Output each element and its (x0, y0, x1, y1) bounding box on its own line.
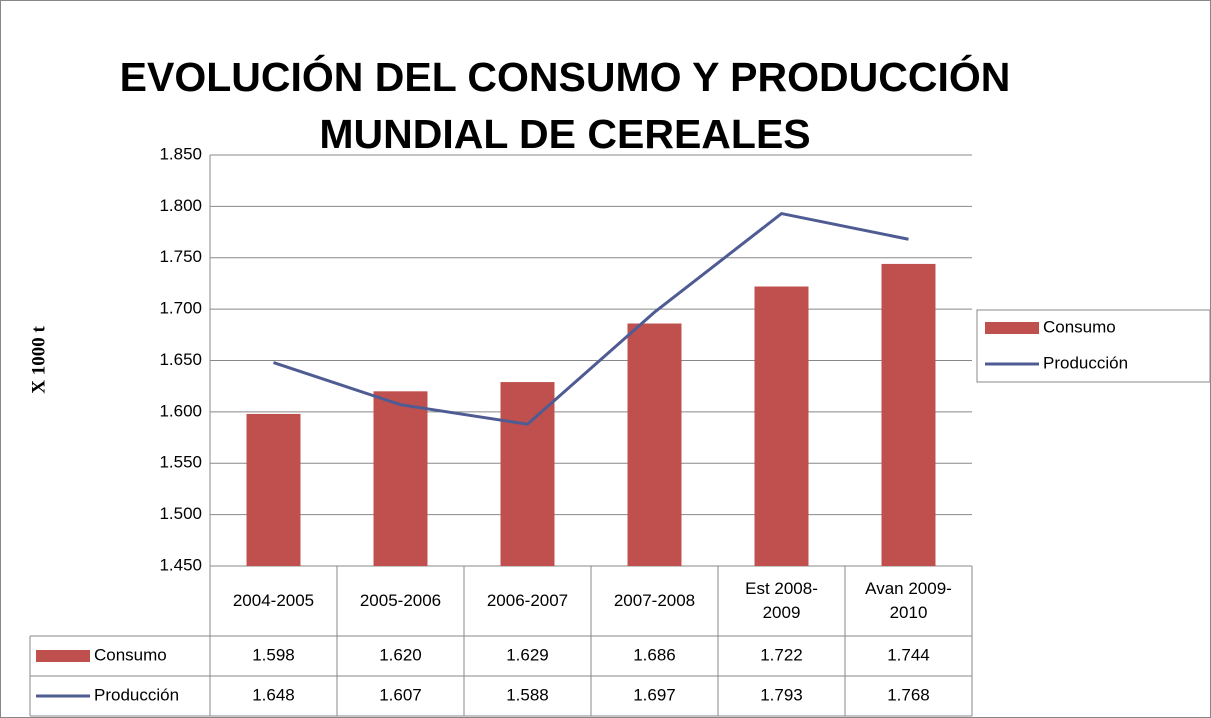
table-value: 1.697 (633, 685, 676, 704)
table-value: 1.793 (760, 685, 803, 704)
table-value: 1.607 (379, 685, 422, 704)
bar (373, 391, 428, 566)
bar (881, 263, 936, 566)
table-row-label: Producción (94, 685, 179, 704)
legend-label: Consumo (1043, 317, 1116, 336)
y-tick-label: 1.600 (159, 401, 202, 420)
table-value: 1.620 (379, 645, 422, 664)
y-tick-label: 1.850 (159, 144, 202, 163)
x-tick-label: 2006-2007 (486, 591, 569, 610)
legend-key (36, 650, 90, 662)
table-value: 1.722 (760, 645, 803, 664)
y-tick-label: 1.650 (159, 350, 202, 369)
bar (754, 286, 809, 566)
legend-label: Producción (1043, 353, 1128, 372)
chart-title: MUNDIAL DE CEREALES (319, 111, 810, 157)
table-value: 1.744 (887, 645, 930, 664)
table-value: 1.686 (633, 645, 676, 664)
y-axis-label: X 1000 t (28, 326, 49, 394)
table-value: 1.629 (506, 645, 549, 664)
legend-key (985, 322, 1039, 334)
y-tick-label: 1.800 (159, 196, 202, 215)
y-tick-label: 1.700 (159, 299, 202, 318)
x-tick-label: Est 2008-2009 (745, 579, 818, 622)
x-tick-label: 2005-2006 (359, 591, 442, 610)
bar (500, 382, 555, 566)
table-value: 1.768 (887, 685, 930, 704)
bar (627, 323, 682, 566)
line (273, 211, 909, 426)
table-row-label: Consumo (94, 645, 167, 664)
y-tick-label: 1.750 (159, 247, 202, 266)
x-tick-label: Avan 2009-2010 (865, 579, 952, 622)
table-value: 1.598 (252, 645, 295, 664)
x-tick-label: 2004-2005 (232, 591, 315, 610)
y-tick-label: 1.550 (159, 453, 202, 472)
y-tick-label: 1.500 (159, 504, 202, 523)
table-value: 1.588 (506, 685, 549, 704)
bar (246, 413, 301, 566)
y-tick-label: 1.450 (159, 555, 202, 574)
x-tick-label: 2007-2008 (613, 591, 696, 610)
chart-title: EVOLUCIÓN DEL CONSUMO Y PRODUCCIÓN (120, 54, 1011, 100)
table-value: 1.648 (252, 685, 295, 704)
